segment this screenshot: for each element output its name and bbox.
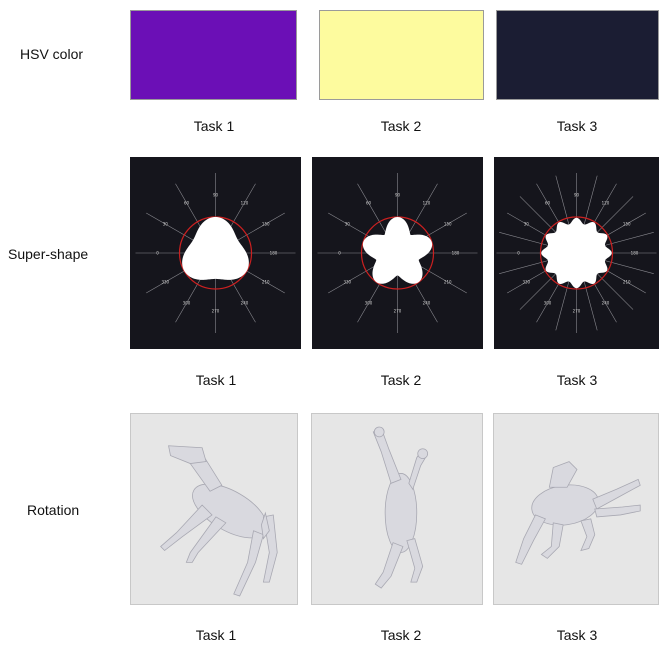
polar-tick-label: 180	[631, 251, 639, 256]
task-label: Task 2	[380, 372, 422, 388]
polar-tick-label: 300	[183, 301, 191, 306]
hsv-swatch-task-3	[496, 10, 659, 100]
polar-tick-label: 120	[602, 200, 610, 205]
polar-tick-label: 60	[545, 200, 551, 205]
rotation-panel-task-3	[493, 413, 659, 605]
polar-tick-label: 150	[444, 222, 452, 227]
polar-tick-label: 240	[241, 301, 249, 306]
polar-tick-label: 30	[163, 222, 169, 227]
task-label: Task 3	[556, 372, 598, 388]
polar-tick-label: 0	[338, 251, 341, 256]
polar-tick-label: 210	[262, 280, 270, 285]
polar-tick-label: 270	[573, 309, 581, 314]
polar-tick-label: 300	[365, 301, 373, 306]
horse-model-image	[515, 461, 641, 565]
super-shape	[362, 217, 433, 284]
hsv-swatch-task-2	[319, 10, 484, 100]
polar-tick-label: 120	[423, 200, 431, 205]
polar-tick-label: 210	[623, 280, 631, 285]
horse-model-image	[372, 426, 429, 589]
task-label: Task 1	[195, 627, 237, 643]
polar-tick-label: 30	[345, 222, 351, 227]
polar-tick-label: 150	[623, 222, 631, 227]
super-shape-panel-task-1: 90 60 30 0 330 300 270 240 210 180 150 120	[130, 157, 301, 349]
polar-tick-label: 0	[156, 251, 159, 256]
horse-model-image	[160, 445, 278, 597]
row-label-hsv-color: HSV color	[20, 46, 84, 62]
polar-tick-label: 180	[270, 251, 278, 256]
task-label: Task 3	[556, 118, 598, 134]
super-shape-panel-task-2: 90 60 30 0 330 300 270 240 210 180 150 120	[312, 157, 483, 349]
row-label-rotation: Rotation	[27, 502, 80, 518]
rotation-panel-task-1	[130, 413, 298, 605]
polar-tick-label: 90	[395, 193, 401, 198]
polar-tick-label: 270	[394, 309, 402, 314]
polar-tick-label: 30	[524, 222, 530, 227]
super-shape	[182, 217, 249, 280]
polar-tick-label: 90	[574, 193, 580, 198]
polar-tick-label: 270	[212, 309, 220, 314]
super-shape-panel-task-3: 90 60 30 0 330 300 270 240 210 180 150 120	[494, 157, 659, 349]
super-shape	[541, 217, 612, 289]
task-label: Task 2	[380, 627, 422, 643]
task-label: Task 1	[193, 118, 235, 134]
polar-tick-label: 300	[544, 301, 552, 306]
polar-tick-label: 330	[522, 280, 530, 285]
polar-tick-label: 0	[517, 251, 520, 256]
polar-tick-label: 240	[602, 301, 610, 306]
rotation-panel-task-2	[311, 413, 483, 605]
task-label: Task 1	[195, 372, 237, 388]
task-label: Task 2	[380, 118, 422, 134]
polar-tick-label: 120	[241, 200, 249, 205]
row-label-super-shape: Super-shape	[8, 246, 89, 262]
polar-tick-label: 90	[213, 193, 219, 198]
polar-tick-label: 150	[262, 222, 270, 227]
polar-tick-label: 240	[423, 301, 431, 306]
polar-tick-label: 60	[184, 200, 190, 205]
guide-circle	[539, 216, 614, 290]
polar-tick-label: 60	[366, 200, 372, 205]
task-label: Task 3	[556, 627, 598, 643]
polar-tick-label: 210	[444, 280, 452, 285]
polar-tick-label: 180	[452, 251, 460, 256]
polar-tick-label: 330	[161, 280, 169, 285]
hsv-swatch-task-1	[130, 10, 297, 100]
polar-tick-label: 330	[343, 280, 351, 285]
